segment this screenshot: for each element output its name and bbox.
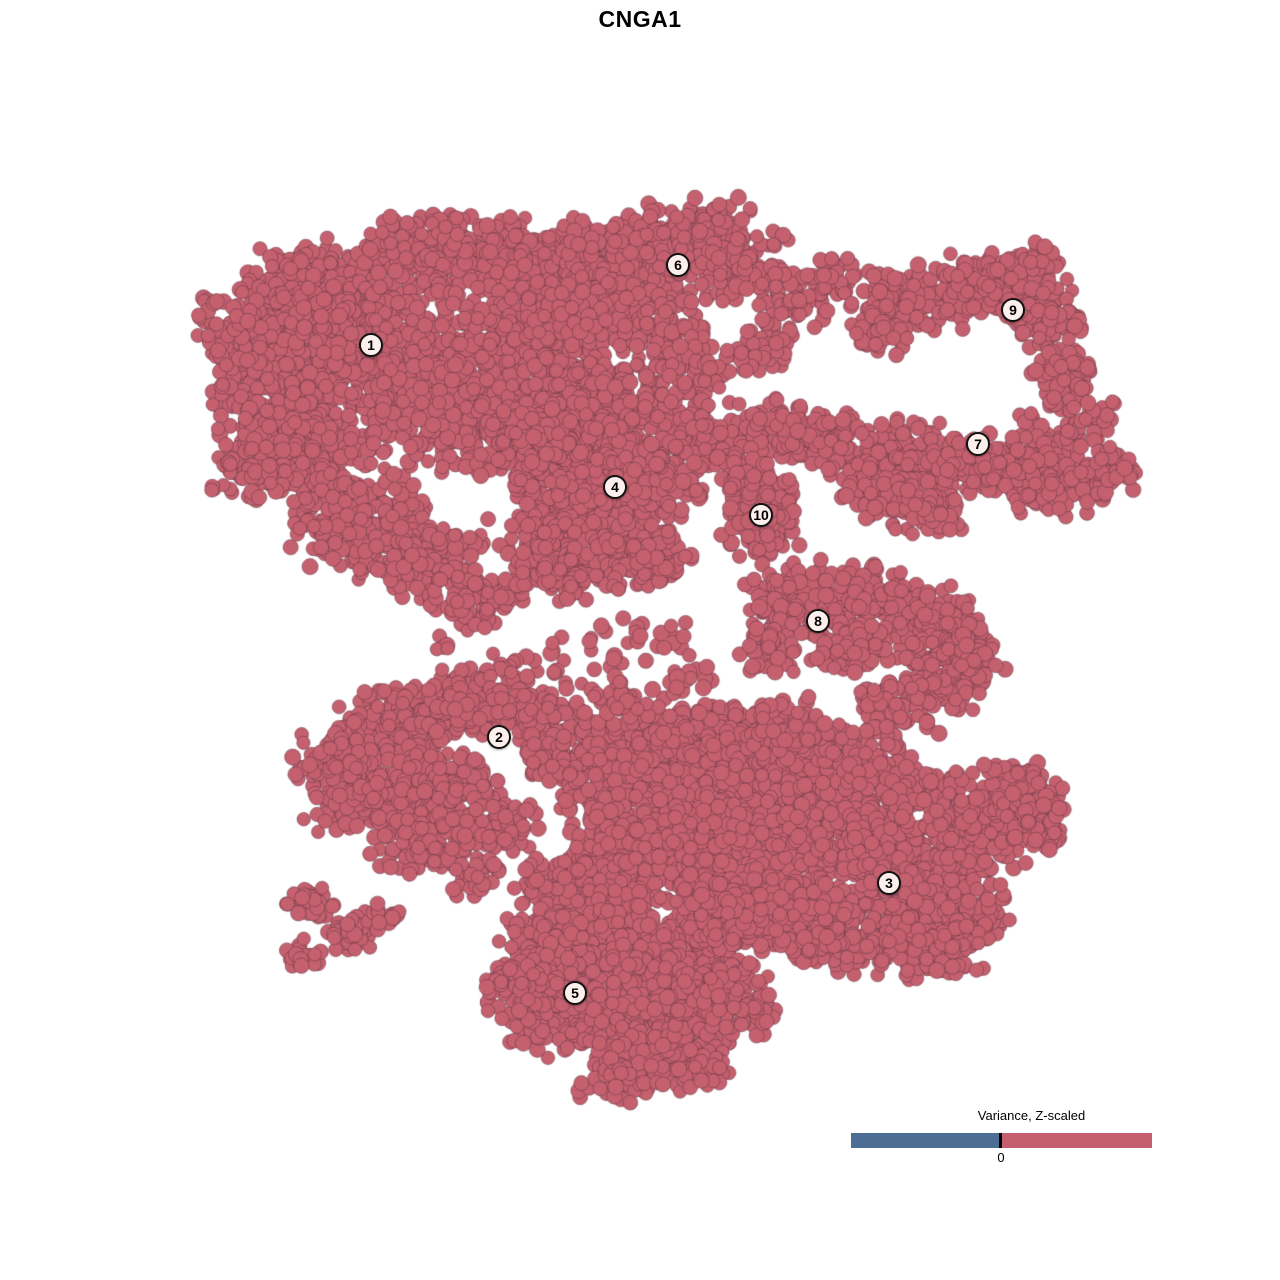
cluster-label-9[interactable]: 9 xyxy=(1001,298,1025,322)
legend-negative-swatch xyxy=(851,1133,1002,1148)
legend-positive-swatch xyxy=(1001,1133,1152,1148)
cluster-label-6[interactable]: 6 xyxy=(666,253,690,277)
cluster-label-4[interactable]: 4 xyxy=(603,475,627,499)
cluster-label-3[interactable]: 3 xyxy=(877,871,901,895)
cluster-label-1[interactable]: 1 xyxy=(359,333,383,357)
legend-zero-label: 0 xyxy=(997,1150,1005,1165)
cluster-label-10[interactable]: 10 xyxy=(749,503,773,527)
legend-colorbar xyxy=(851,1133,1152,1148)
cluster-label-8[interactable]: 8 xyxy=(806,609,830,633)
legend-title: Variance, Z-scaled xyxy=(977,1108,1086,1123)
legend-zero-tick xyxy=(999,1133,1002,1148)
cluster-label-5[interactable]: 5 xyxy=(563,981,587,1005)
cluster-label-7[interactable]: 7 xyxy=(966,432,990,456)
cluster-label-2[interactable]: 2 xyxy=(487,725,511,749)
